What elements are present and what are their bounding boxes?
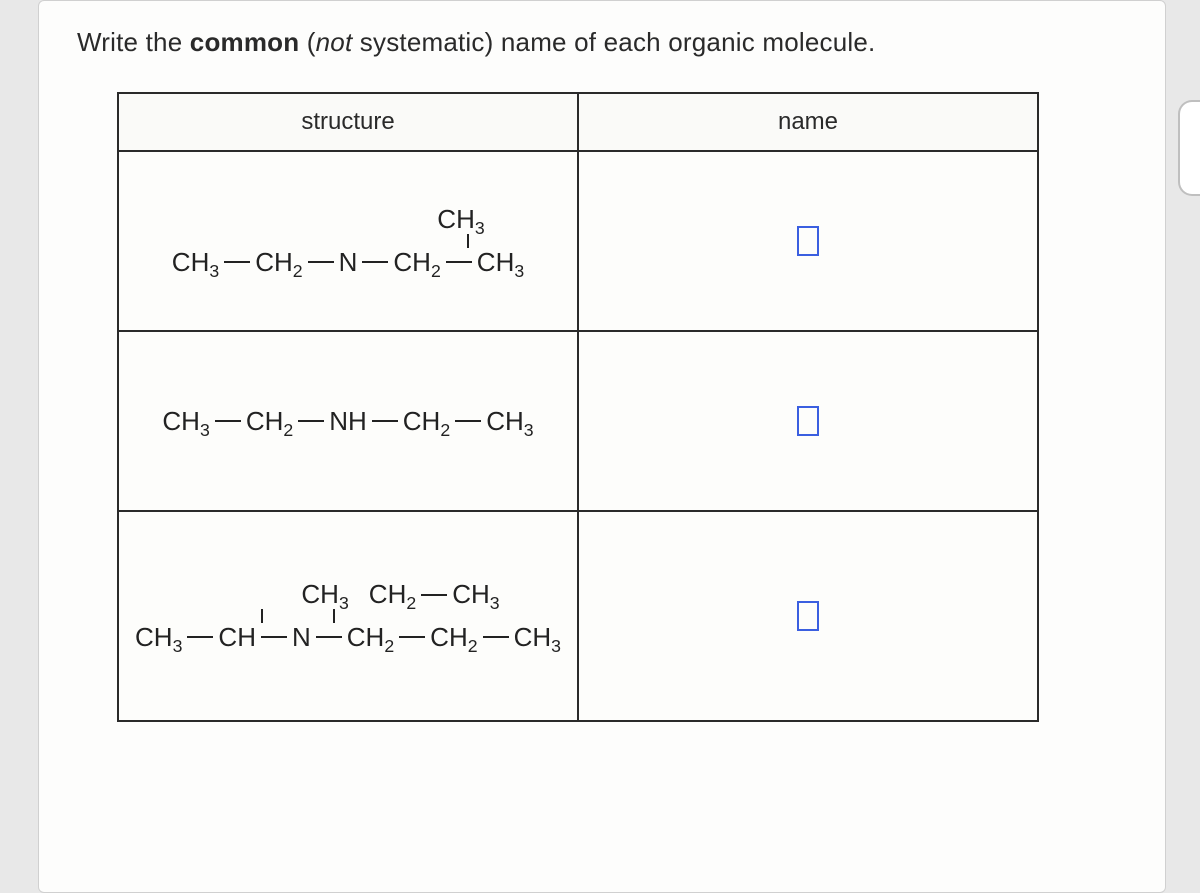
molecule-table: structure name CH3CH3CH2NCH2CH3 CH3CH2NHC… — [117, 92, 1039, 722]
table-header-row: structure name — [118, 93, 1038, 151]
molecule-structure: CH3CH2CH3CH3CHNCH2CH2CH3 — [135, 580, 561, 651]
name-cell — [578, 511, 1038, 721]
header-name: name — [578, 93, 1038, 151]
table-row: CH3CH3CH2NCH2CH3 — [118, 151, 1038, 331]
name-cell — [578, 331, 1038, 511]
table-body: CH3CH3CH2NCH2CH3 CH3CH2NHCH2CH3 CH3CH2CH3C… — [118, 151, 1038, 721]
header-structure: structure — [118, 93, 578, 151]
prompt-mid: ( — [299, 27, 315, 57]
prompt-italic: not — [316, 27, 353, 57]
answer-input[interactable] — [797, 601, 819, 631]
structure-cell: CH3CH2CH3CH3CHNCH2CH2CH3 — [118, 511, 578, 721]
answer-input[interactable] — [797, 406, 819, 436]
structure-cell: CH3CH2NHCH2CH3 — [118, 331, 578, 511]
molecule-structure: CH3CH3CH2NCH2CH3 — [172, 205, 524, 276]
table-row: CH3CH2NHCH2CH3 — [118, 331, 1038, 511]
answer-input[interactable] — [797, 226, 819, 256]
prompt-prefix: Write the — [77, 27, 190, 57]
molecule-structure: CH3CH2NHCH2CH3 — [162, 407, 533, 436]
side-panel-toggle[interactable] — [1178, 100, 1200, 196]
prompt-suffix: systematic) name of each organic molecul… — [352, 27, 875, 57]
structure-cell: CH3CH3CH2NCH2CH3 — [118, 151, 578, 331]
table-row: CH3CH2CH3CH3CHNCH2CH2CH3 — [118, 511, 1038, 721]
prompt-text: Write the common (not systematic) name o… — [77, 27, 1127, 58]
prompt-bold: common — [190, 27, 300, 57]
name-cell — [578, 151, 1038, 331]
question-card: Write the common (not systematic) name o… — [38, 0, 1166, 893]
